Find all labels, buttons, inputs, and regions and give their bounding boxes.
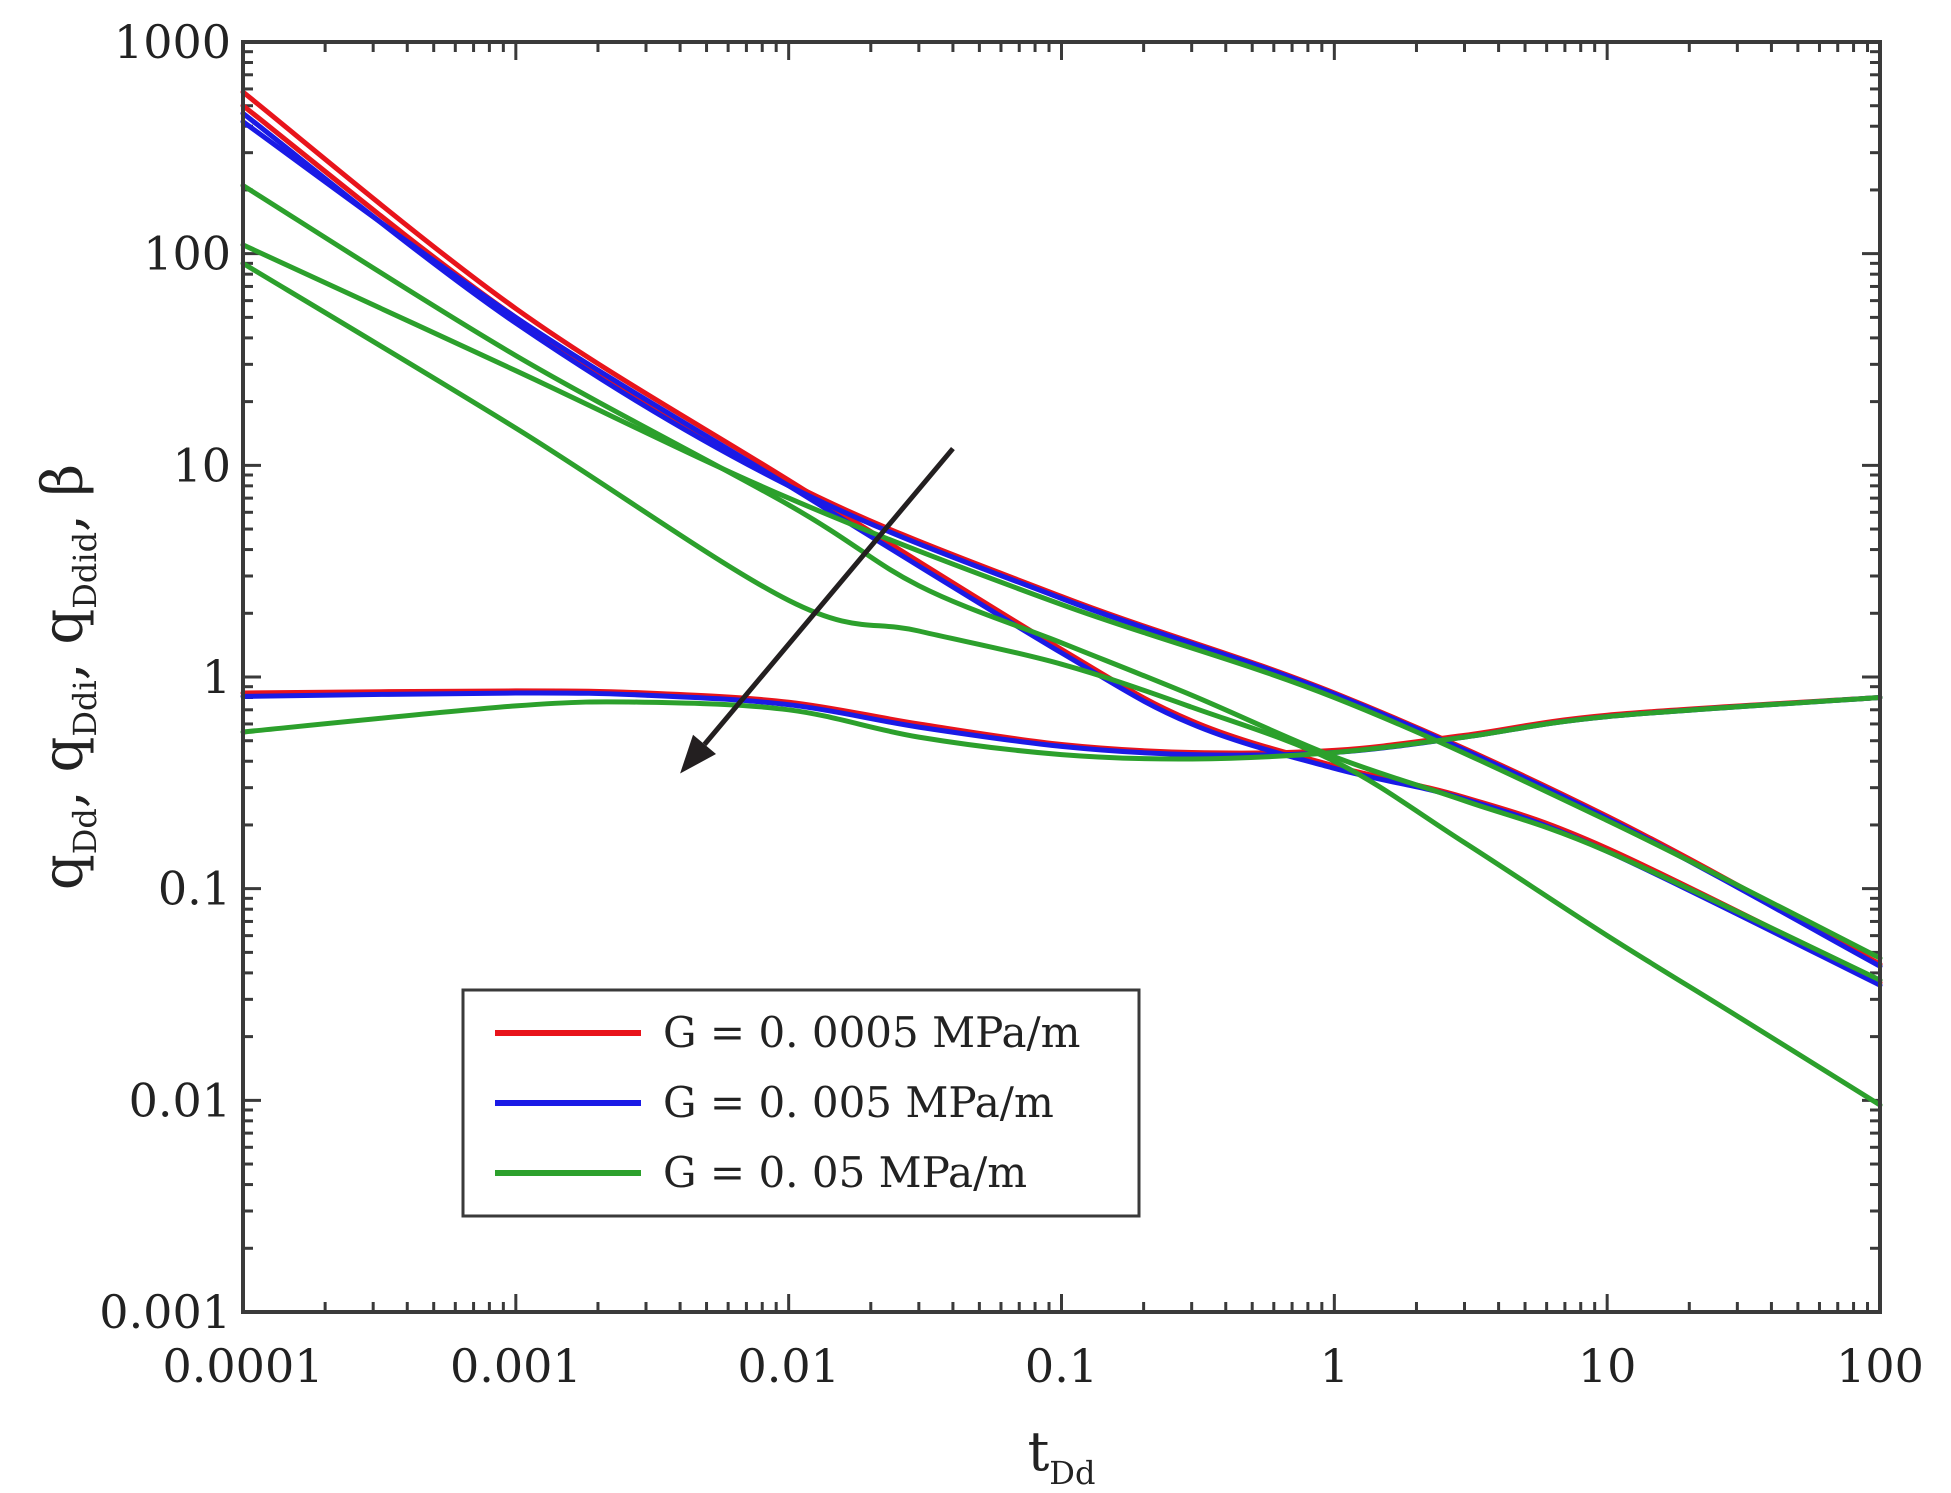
y-axis-title: qDd, qDdi, qDdid, β: [31, 464, 104, 890]
series-line-qDd: [240, 89, 1883, 986]
y-axis-title-main: q: [31, 737, 96, 773]
x-tick-label: 1: [1320, 1339, 1349, 1393]
series-line-qDdid: [240, 242, 1883, 961]
legend-label: G = 0. 0005 MPa/m: [663, 1008, 1081, 1057]
x-tick-label: 0.1: [1025, 1339, 1098, 1393]
x-tick-label: 0.0001: [163, 1339, 324, 1393]
y-axis-title-main: q: [31, 854, 96, 890]
legend-label: G = 0. 05 MPa/m: [663, 1148, 1027, 1197]
y-tick-label: 1: [202, 650, 231, 704]
series-line-qDdi: [240, 183, 1883, 983]
y-axis-title-separator: ,: [31, 496, 96, 532]
legend: G = 0. 0005 MPa/m G = 0. 005 MPa/m G = 0. …: [461, 988, 1141, 1218]
series-line-qDd: [240, 260, 1883, 1108]
x-axis-title-sub: Dd: [1049, 1454, 1095, 1492]
annotation-arrow: [680, 446, 955, 774]
y-tick-label: 0.001: [99, 1285, 231, 1339]
y-tick-label: 10: [172, 438, 231, 492]
x-axis-title-main: t: [1028, 1420, 1050, 1483]
y-axis-title-separator: ,: [31, 772, 96, 808]
y-axis-title-sub: Ddid: [66, 532, 104, 609]
x-tick-label: 0.001: [450, 1339, 582, 1393]
x-tick-label: 0.01: [737, 1339, 839, 1393]
series-lines: [240, 89, 1883, 1108]
y-tick-label: 1000: [114, 15, 231, 69]
x-tick-label: 10: [1578, 1339, 1637, 1393]
arrow-head: [680, 734, 717, 774]
y-tick-label: 0.01: [129, 1073, 231, 1127]
legend-label: G = 0. 005 MPa/m: [663, 1078, 1054, 1127]
y-axis-title-main: q: [31, 609, 96, 645]
y-tick-labels: 0.001 0.01 0.1 1 10 100 1000: [99, 15, 231, 1339]
y-tick-label: 100: [143, 227, 231, 281]
plot-frame: [241, 40, 1882, 1314]
arrow-shaft: [702, 446, 955, 747]
y-axis-title-sub: Dd: [66, 808, 104, 854]
x-tick-label: 100: [1836, 1339, 1924, 1393]
y-axis-title-separator: ,: [31, 645, 96, 681]
y-axis-title-sub: Ddi: [66, 680, 104, 736]
x-tick-labels: 0.0001 0.001 0.01 0.1 1 10 100: [163, 1339, 1924, 1393]
y-axis-title-main: β: [31, 464, 96, 496]
x-axis-title: tDd: [1028, 1420, 1096, 1492]
series-line-beta: [240, 695, 1883, 762]
y-tick-label: 0.1: [158, 862, 231, 916]
